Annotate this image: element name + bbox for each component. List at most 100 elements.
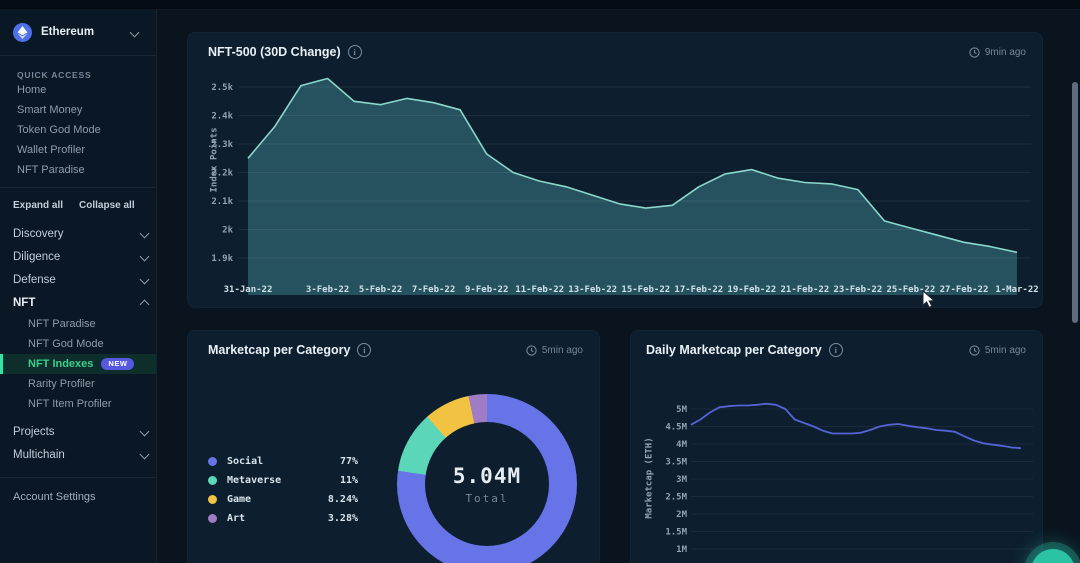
sidebar-item-home[interactable]: Home xyxy=(17,84,47,96)
sidebar-item-wallet-profiler[interactable]: Wallet Profiler xyxy=(17,144,86,156)
subitem-label: NFT Paradise xyxy=(28,318,96,330)
panel-header: NFT-500 (30D Change) 9min ago xyxy=(188,33,1042,71)
panel-daily-marketcap: Daily Marketcap per Category 5min ago Ma… xyxy=(630,330,1043,563)
svg-text:1.5M: 1.5M xyxy=(665,528,687,538)
chain-selector[interactable]: Ethereum xyxy=(13,16,146,48)
chevron-down-icon xyxy=(129,27,140,37)
svg-text:17-Feb-22: 17-Feb-22 xyxy=(674,285,723,295)
svg-text:4.5M: 4.5M xyxy=(665,423,687,433)
scrollbar-thumb[interactable] xyxy=(1072,82,1078,323)
svg-text:3M: 3M xyxy=(676,475,687,485)
panel-title: NFT-500 (30D Change) xyxy=(208,45,341,59)
svg-text:11-Feb-22: 11-Feb-22 xyxy=(515,285,564,295)
nft500-chart-svg[interactable]: 2.5k 2.4k 2.3k 2.2k 2.1k 2k 1.9k 31-Jan-22 3-Feb… xyxy=(188,33,1044,309)
updated-timestamp: 9min ago xyxy=(969,47,1026,58)
expand-all-button[interactable]: Expand all xyxy=(13,200,64,211)
svg-text:23-Feb-22: 23-Feb-22 xyxy=(834,285,883,295)
sidebar-section-discovery[interactable]: Discovery xyxy=(0,222,156,245)
sidebar-item-nft-god-mode[interactable]: NFT God Mode xyxy=(0,334,156,354)
ethereum-icon xyxy=(13,22,32,42)
donut-chart[interactable]: 5.04M Total xyxy=(397,394,577,563)
svg-text:1M: 1M xyxy=(676,545,687,555)
chevron-down-icon xyxy=(139,449,150,460)
sidebar-item-account-settings[interactable]: Account Settings xyxy=(13,491,96,503)
sidebar-section-multichain[interactable]: Multichain xyxy=(0,443,156,466)
svg-text:2k: 2k xyxy=(222,226,233,236)
panel-header: Daily Marketcap per Category 5min ago xyxy=(631,331,1042,369)
chevron-up-icon xyxy=(139,299,150,310)
svg-text:2.3k: 2.3k xyxy=(211,140,233,150)
subitem-label: Rarity Profiler xyxy=(28,378,95,390)
legend-value: 77% xyxy=(339,456,358,467)
svg-text:2.1k: 2.1k xyxy=(211,197,233,207)
legend-label: Art xyxy=(227,513,246,524)
subitem-label: NFT Item Profiler xyxy=(28,398,112,410)
donut-center: 5.04M Total xyxy=(425,422,549,546)
new-badge: NEW xyxy=(101,358,135,370)
subitem-label: NFT Indexes xyxy=(28,358,94,370)
sidebar-item-token-god-mode[interactable]: Token God Mode xyxy=(17,124,101,136)
chevron-down-icon xyxy=(139,228,150,239)
svg-text:4M: 4M xyxy=(676,440,687,450)
updated-timestamp: 5min ago xyxy=(526,345,583,356)
legend-value: 8.24% xyxy=(327,494,358,505)
svg-text:7-Feb-22: 7-Feb-22 xyxy=(412,285,455,295)
legend-item-art[interactable]: Art 3.28% xyxy=(208,509,358,528)
collapse-all-button[interactable]: Collapse all xyxy=(79,200,135,211)
chat-button[interactable] xyxy=(1031,549,1075,563)
sidebar-section-diligence[interactable]: Diligence xyxy=(0,245,156,268)
panel-marketcap-per-category: Marketcap per Category 5min ago Social 7… xyxy=(187,330,600,563)
sidebar-item-smart-money[interactable]: Smart Money xyxy=(17,104,83,116)
svg-text:1.9k: 1.9k xyxy=(211,254,233,264)
legend-swatch xyxy=(208,495,217,504)
legend-item-social[interactable]: Social 77% xyxy=(208,452,358,471)
sidebar-section-defense[interactable]: Defense xyxy=(0,268,156,291)
section-label: Projects xyxy=(13,425,55,438)
legend-value: 11% xyxy=(339,475,358,486)
svg-text:3.5M: 3.5M xyxy=(665,458,687,468)
sidebar-section-projects[interactable]: Projects xyxy=(0,420,156,443)
sidebar-item-rarity-profiler[interactable]: Rarity Profiler xyxy=(0,374,156,394)
panel-nft500: NFT-500 (30D Change) 9min ago Index Poin… xyxy=(187,32,1043,308)
svg-text:13-Feb-22: 13-Feb-22 xyxy=(568,285,617,295)
quick-access-title: QUICK ACCESS xyxy=(17,70,92,80)
divider xyxy=(0,187,156,188)
chevron-down-icon xyxy=(139,274,150,285)
y-axis-label: Index Points xyxy=(209,127,220,193)
panel-title: Marketcap per Category xyxy=(208,343,351,357)
sidebar: Ethereum QUICK ACCESS Home Smart Money T… xyxy=(0,9,157,563)
panel-header: Marketcap per Category 5min ago xyxy=(188,331,599,369)
sidebar-item-nft-paradise[interactable]: NFT Paradise xyxy=(17,164,85,176)
svg-text:3-Feb-22: 3-Feb-22 xyxy=(306,285,349,295)
section-label: Defense xyxy=(13,273,56,286)
daily-marketcap-chart-svg[interactable]: 5M 4.5M 4M 3.5M 3M 2.5M 2M 1.5M 1M xyxy=(631,331,1044,563)
info-icon[interactable] xyxy=(828,343,843,357)
svg-text:2.2k: 2.2k xyxy=(211,169,233,179)
svg-text:27-Feb-22: 27-Feb-22 xyxy=(940,285,989,295)
legend-item-metaverse[interactable]: Metaverse 11% xyxy=(208,471,358,490)
legend-label: Metaverse xyxy=(227,475,282,486)
svg-text:2M: 2M xyxy=(676,510,687,520)
section-label: Discovery xyxy=(13,227,64,240)
sidebar-section-nft[interactable]: NFT xyxy=(0,291,156,314)
panel-title: Daily Marketcap per Category xyxy=(646,343,822,357)
legend-swatch xyxy=(208,476,217,485)
divider xyxy=(0,477,156,478)
legend-swatch xyxy=(208,457,217,466)
svg-text:25-Feb-22: 25-Feb-22 xyxy=(887,285,936,295)
chevron-down-icon xyxy=(139,426,150,437)
info-icon[interactable] xyxy=(347,45,362,59)
donut-legend: Social 77% Metaverse 11% Game 8.24% Art … xyxy=(208,452,358,528)
svg-text:1-Mar-22: 1-Mar-22 xyxy=(995,285,1038,295)
sidebar-item-nft-item-profiler[interactable]: NFT Item Profiler xyxy=(0,394,156,414)
info-icon[interactable] xyxy=(357,343,372,357)
sidebar-item-nft-paradise-sub[interactable]: NFT Paradise xyxy=(0,314,156,334)
svg-text:19-Feb-22: 19-Feb-22 xyxy=(727,285,776,295)
sidebar-item-nft-indexes[interactable]: NFT Indexes NEW xyxy=(0,354,156,374)
clock-icon xyxy=(969,46,980,58)
section-label: Multichain xyxy=(13,448,65,461)
svg-text:31-Jan-22: 31-Jan-22 xyxy=(224,285,273,295)
y-axis-label: Marketcap (ETH) xyxy=(644,437,655,519)
legend-item-game[interactable]: Game 8.24% xyxy=(208,490,358,509)
